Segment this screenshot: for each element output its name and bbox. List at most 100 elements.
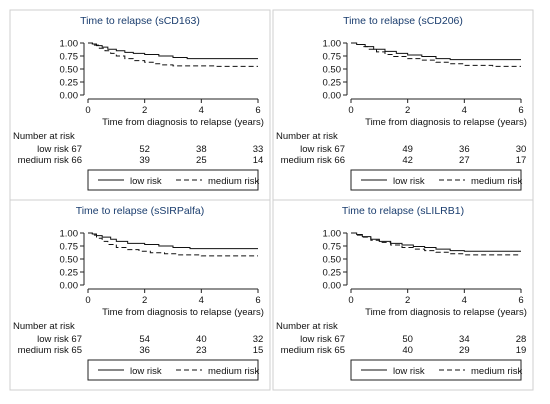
- x-tick-label: 0: [348, 105, 353, 116]
- risk-count: 32: [253, 334, 264, 345]
- risk-count: 27: [459, 155, 470, 166]
- x-tick-label: 2: [405, 105, 410, 116]
- x-axis-label: Time from diagnosis to relapse (years): [365, 307, 527, 318]
- y-tick-label: 1.00: [323, 39, 342, 50]
- x-tick-label: 6: [518, 105, 523, 116]
- y-tick-label: 0.50: [60, 255, 79, 266]
- low-risk-survival-curve: [351, 232, 521, 252]
- y-tick-label: 0.25: [323, 78, 342, 89]
- x-tick-label: 0: [348, 295, 353, 306]
- legend-box: [87, 359, 259, 381]
- chart-title: Time to relapse (sLILRB1): [342, 205, 464, 217]
- y-tick-label: 0.75: [60, 242, 79, 253]
- km-panel: Time to relapse (sCD163) 0.00 0.25 0.50 0.75…: [9, 9, 271, 201]
- medium-risk-survival-curve: [351, 232, 521, 256]
- risk-table-header: Number at risk: [276, 321, 338, 332]
- risk-count: 40: [402, 345, 413, 356]
- risk-count: 49: [402, 144, 413, 155]
- medium-risk-survival-curve: [88, 42, 258, 67]
- y-tick-label: 1.00: [323, 229, 342, 240]
- panel-frame: [272, 9, 534, 201]
- panel-frame: [272, 199, 534, 391]
- medium-risk-survival-curve: [351, 42, 521, 67]
- risk-table-header: Number at risk: [276, 131, 338, 142]
- y-tick-label: 0.75: [323, 52, 342, 63]
- risk-count: 15: [253, 345, 264, 356]
- risk-row-label: low risk 67: [37, 144, 82, 155]
- y-tick-label: 0.50: [60, 65, 79, 76]
- y-tick-label: 0.75: [323, 242, 342, 253]
- risk-row-label: low risk 67: [300, 334, 345, 345]
- y-tick-label: 0.25: [60, 268, 79, 279]
- x-axis-label: Time from diagnosis to relapse (years): [102, 307, 264, 318]
- risk-row-label: medium risk 66: [18, 155, 82, 166]
- risk-count: 28: [516, 334, 527, 345]
- risk-count: 29: [459, 345, 470, 356]
- x-axis-label: Time from diagnosis to relapse (years): [365, 117, 527, 128]
- legend-label-medium-risk: medium risk: [471, 176, 522, 187]
- chart-title: Time to relapse (sCD206): [343, 15, 463, 27]
- legend-label-medium-risk: medium risk: [208, 366, 259, 377]
- legend-box: [350, 169, 522, 191]
- legend-label-low-risk: low risk: [393, 366, 425, 377]
- risk-row-label: low risk 67: [37, 334, 82, 345]
- panel-frame: [9, 199, 271, 391]
- x-tick-label: 6: [255, 105, 260, 116]
- x-tick-label: 6: [518, 295, 523, 306]
- risk-count: 30: [516, 144, 527, 155]
- x-tick-label: 4: [199, 295, 204, 306]
- risk-count: 42: [402, 155, 413, 166]
- low-risk-survival-curve: [351, 42, 521, 61]
- y-tick-label: 0.50: [323, 65, 342, 76]
- risk-count: 52: [139, 144, 150, 155]
- y-tick-label: 0.00: [60, 91, 79, 102]
- risk-table-header: Number at risk: [13, 321, 75, 332]
- risk-count: 19: [516, 345, 527, 356]
- km-panel: Time to relapse (sLILRB1) 0.00 0.25 0.50 0.7…: [272, 199, 534, 391]
- risk-count: 34: [459, 334, 470, 345]
- panel-frame: [9, 9, 271, 201]
- risk-row-label: medium risk 65: [18, 345, 82, 356]
- risk-count: 33: [253, 144, 264, 155]
- risk-count: 40: [196, 334, 207, 345]
- legend-label-medium-risk: medium risk: [471, 366, 522, 377]
- risk-row-label: medium risk 66: [281, 155, 345, 166]
- y-tick-label: 0.50: [323, 255, 342, 266]
- x-axis-label: Time from diagnosis to relapse (years): [102, 117, 264, 128]
- risk-count: 38: [196, 144, 207, 155]
- km-panel: Time to relapse (sCD206) 0.00 0.25 0.50 0.75…: [272, 9, 534, 201]
- risk-count: 17: [516, 155, 527, 166]
- y-tick-label: 1.00: [60, 229, 79, 240]
- y-tick-label: 0.75: [60, 52, 79, 63]
- x-tick-label: 4: [199, 105, 204, 116]
- y-tick-label: 0.25: [323, 268, 342, 279]
- risk-count: 36: [459, 144, 470, 155]
- risk-count: 50: [402, 334, 413, 345]
- risk-count: 54: [139, 334, 150, 345]
- x-tick-label: 2: [405, 295, 410, 306]
- risk-count: 23: [196, 345, 207, 356]
- legend-label-low-risk: low risk: [393, 176, 425, 187]
- y-tick-label: 0.00: [323, 281, 342, 292]
- legend-label-medium-risk: medium risk: [208, 176, 259, 187]
- risk-row-label: medium risk 65: [281, 345, 345, 356]
- x-tick-label: 0: [85, 295, 90, 306]
- risk-table-header: Number at risk: [13, 131, 75, 142]
- risk-count: 25: [196, 155, 207, 166]
- risk-count: 14: [253, 155, 264, 166]
- legend-label-low-risk: low risk: [130, 366, 162, 377]
- x-tick-label: 0: [85, 105, 90, 116]
- x-tick-label: 2: [142, 105, 147, 116]
- legend-box: [350, 359, 522, 381]
- risk-row-label: low risk 67: [300, 144, 345, 155]
- y-tick-label: 0.25: [60, 78, 79, 89]
- x-tick-label: 2: [142, 295, 147, 306]
- y-tick-label: 0.00: [60, 281, 79, 292]
- x-tick-label: 6: [255, 295, 260, 306]
- chart-title: Time to relapse (sCD163): [80, 15, 200, 27]
- chart-title: Time to relapse (sSIRPalfa): [76, 205, 205, 217]
- risk-count: 36: [139, 345, 150, 356]
- x-tick-label: 4: [462, 105, 467, 116]
